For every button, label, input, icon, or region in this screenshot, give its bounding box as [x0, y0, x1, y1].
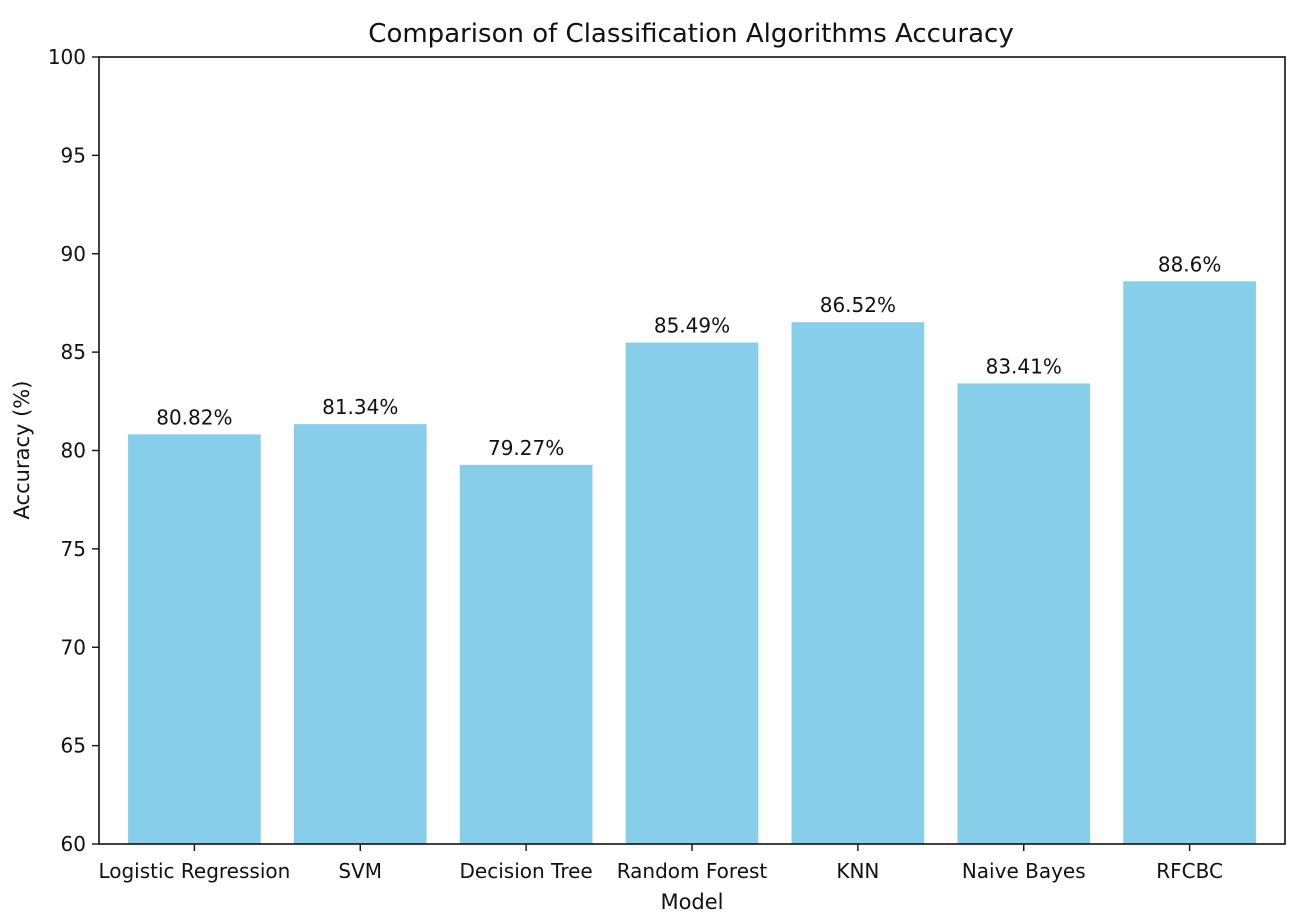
y-tick-label: 80 [61, 439, 86, 463]
y-axis-ticks: 60 65 70 75 80 85 90 95 100 [48, 45, 99, 856]
y-tick-label: 85 [61, 340, 86, 364]
bar-value-label: 86.52% [820, 293, 896, 317]
y-tick-label: 65 [61, 734, 86, 758]
bar [293, 424, 427, 844]
y-tick-label: 60 [61, 832, 86, 856]
y-tick-label: 70 [61, 635, 86, 659]
bar-value-label: 83.41% [986, 354, 1062, 378]
x-axis-ticks: Logistic Regression SVM Decision Tree Rando… [98, 844, 1223, 883]
bar [791, 322, 925, 844]
chart-title: Comparison of Classification Algorithms … [368, 19, 1013, 49]
y-axis-title: Accuracy (%) [10, 381, 34, 520]
bar [459, 464, 593, 844]
bar [625, 342, 759, 844]
x-tick-label: Naive Bayes [962, 859, 1086, 883]
y-tick-label: 90 [61, 242, 86, 266]
bar-value-labels: 80.82% 81.34% 79.27% 85.49% 86.52% 83.41% 88.6… [156, 252, 1221, 460]
bar-value-label: 80.82% [156, 405, 232, 429]
bar-value-label: 79.27% [488, 436, 564, 460]
bars [128, 281, 1256, 844]
x-tick-label: Decision Tree [460, 859, 593, 883]
y-tick-label: 100 [48, 45, 86, 69]
bar-value-label: 88.6% [1158, 252, 1222, 276]
x-tick-label: KNN [836, 859, 879, 883]
x-tick-label: RFCBC [1156, 859, 1223, 883]
x-tick-label: Logistic Regression [98, 859, 290, 883]
y-tick-label: 95 [61, 143, 86, 167]
bar-value-label: 81.34% [322, 395, 398, 419]
x-tick-label: Random Forest [617, 859, 768, 883]
x-tick-label: SVM [338, 859, 382, 883]
bar [128, 434, 261, 844]
bar-value-label: 85.49% [654, 313, 730, 337]
y-tick-label: 75 [61, 537, 86, 561]
bar [957, 383, 1091, 844]
x-axis-title: Model [660, 890, 723, 914]
bar [1123, 281, 1256, 844]
plot-frame [98, 56, 1286, 845]
